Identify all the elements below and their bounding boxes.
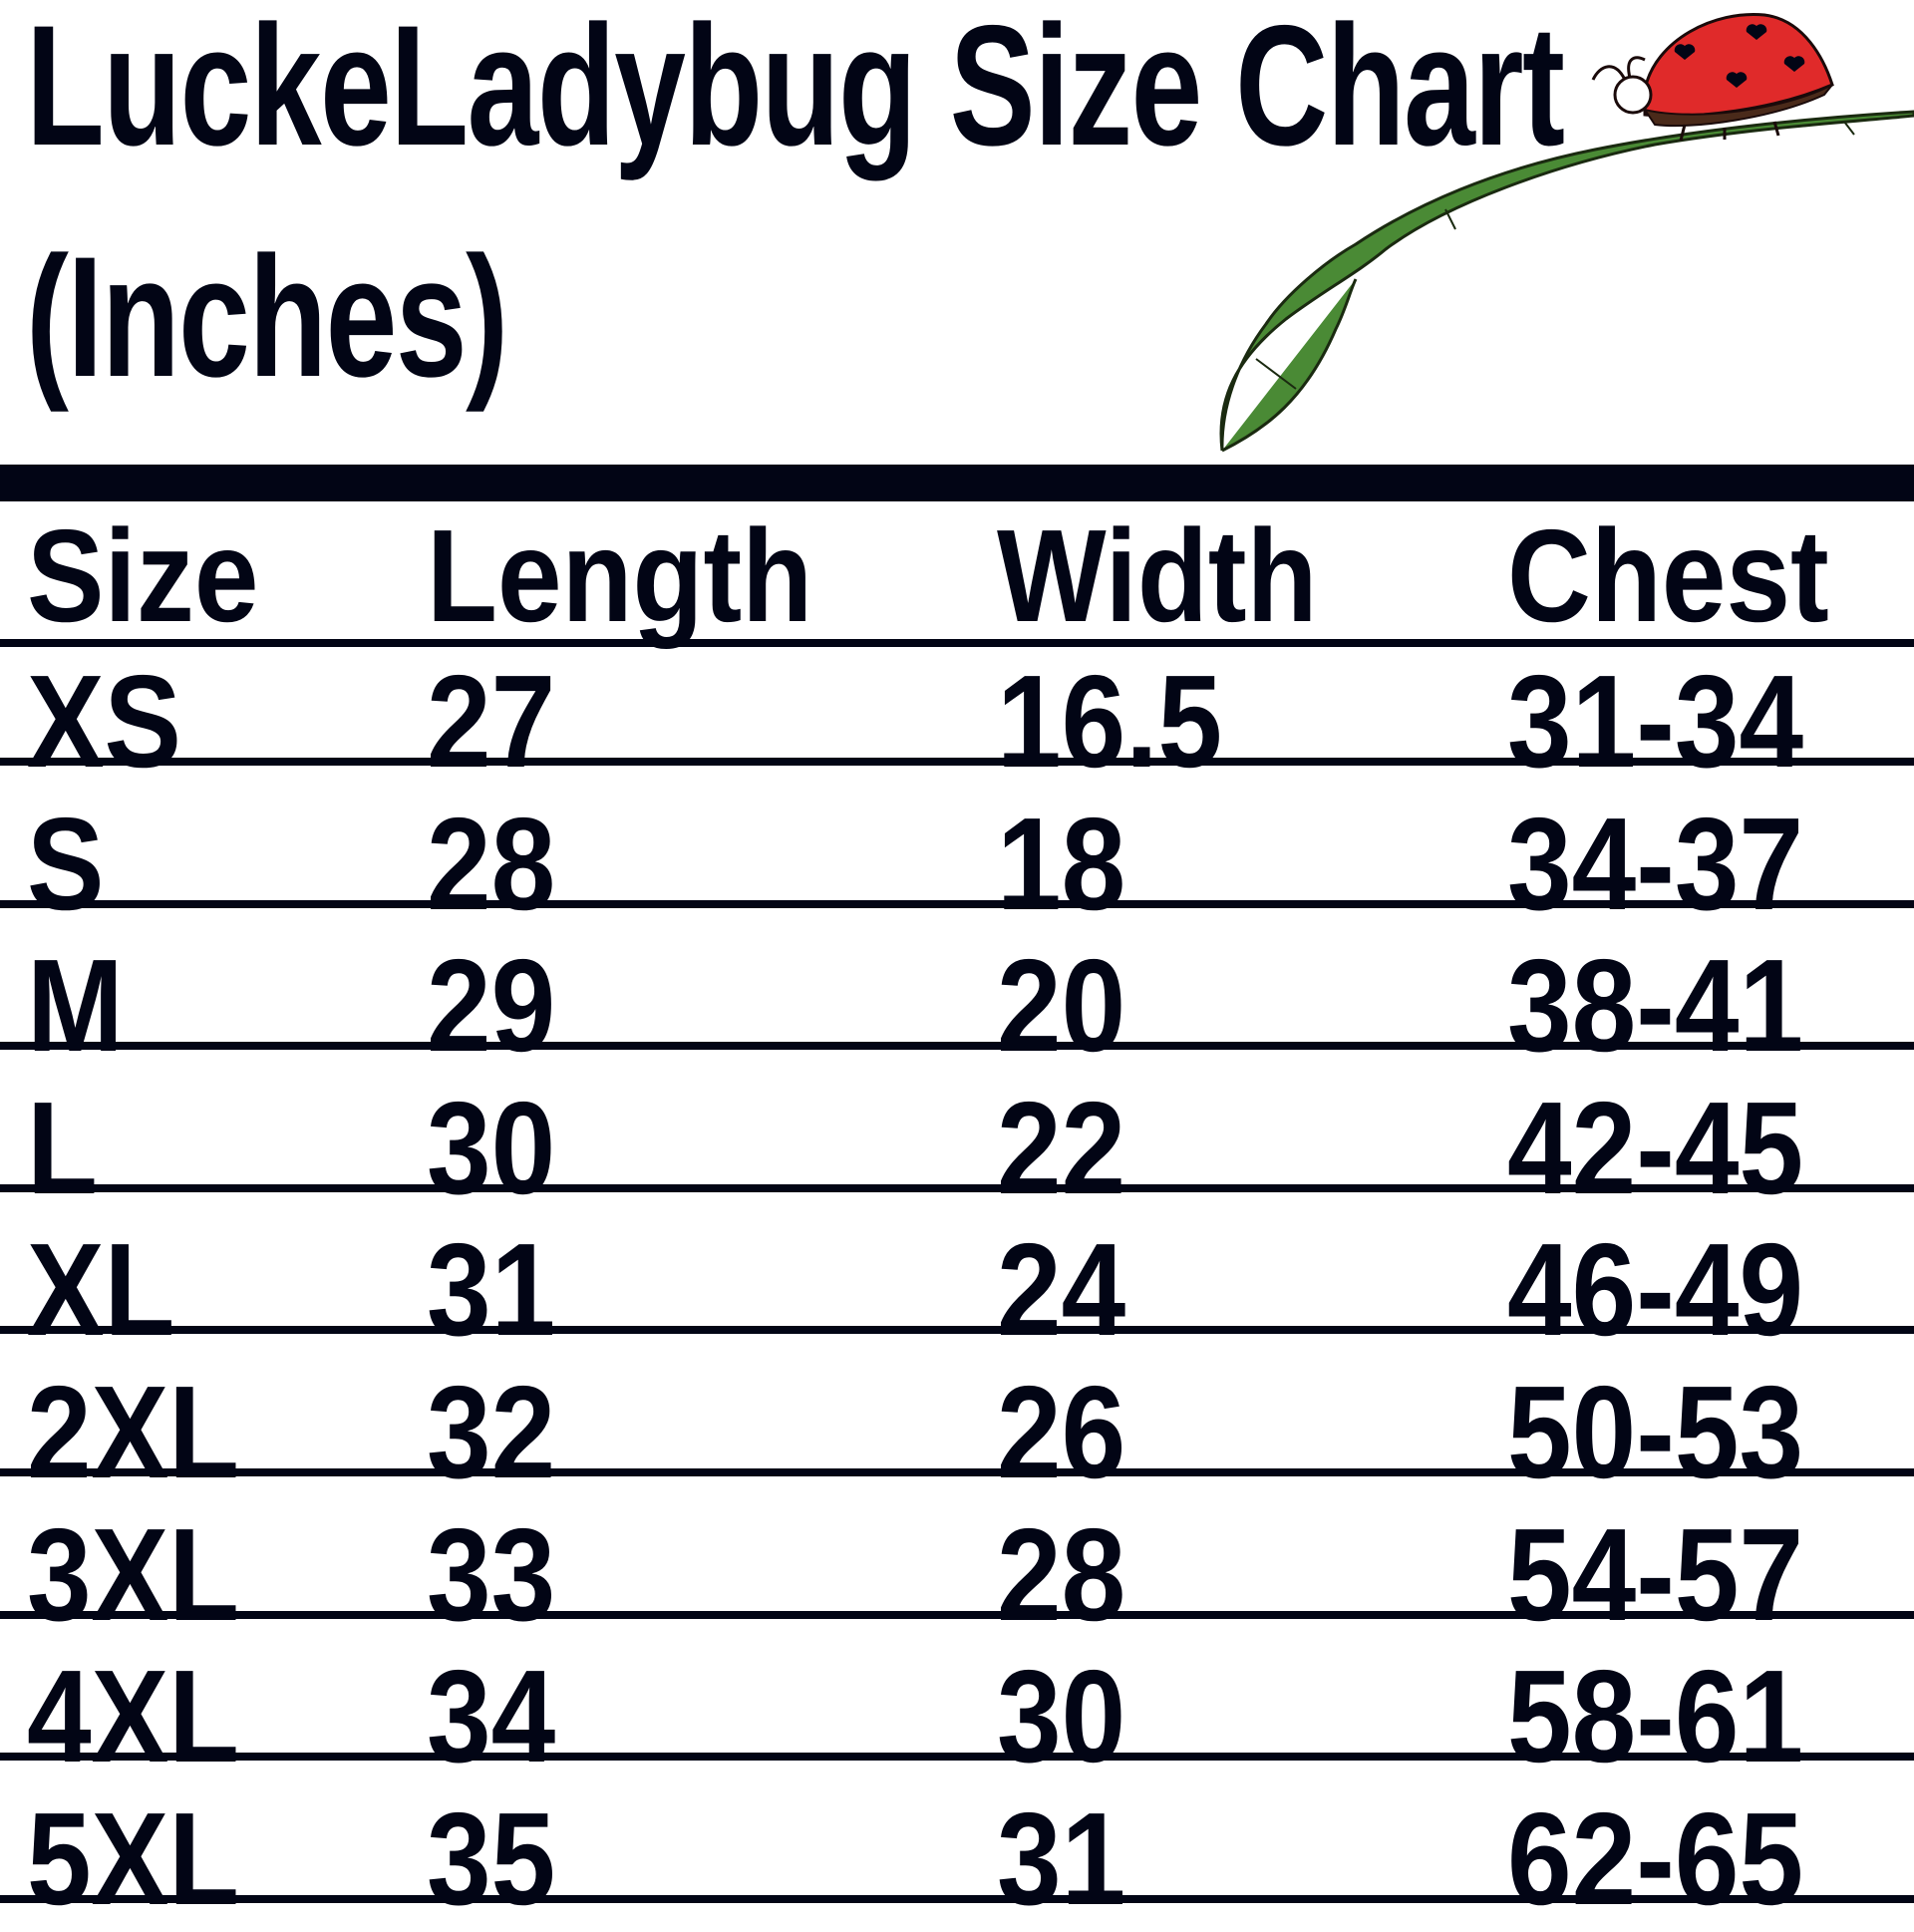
cell-chest: 31-34 bbox=[1507, 648, 1804, 795]
cell-chest: 38-41 bbox=[1507, 932, 1804, 1080]
cell-size: S bbox=[27, 790, 105, 937]
cell-width: 26 bbox=[997, 1359, 1126, 1505]
cell-length: 32 bbox=[427, 1359, 556, 1505]
cell-length: 34 bbox=[427, 1643, 556, 1790]
row-divider bbox=[0, 1183, 1914, 1192]
cell-chest: 54-57 bbox=[1507, 1500, 1804, 1648]
cell-length: 27 bbox=[427, 648, 556, 795]
page-subtitle-units: (Inches) bbox=[26, 221, 508, 413]
header-divider bbox=[0, 465, 1914, 501]
row-divider bbox=[0, 1610, 1914, 1619]
cell-length: 35 bbox=[427, 1784, 556, 1932]
cell-length: 29 bbox=[427, 932, 556, 1080]
cell-size: 3XL bbox=[27, 1500, 240, 1648]
row-divider bbox=[0, 1753, 1914, 1762]
cell-size: XL bbox=[27, 1216, 175, 1364]
cell-length: 28 bbox=[427, 790, 556, 937]
cell-size: XS bbox=[27, 648, 181, 795]
cell-size: M bbox=[27, 932, 124, 1080]
cell-width: 30 bbox=[997, 1643, 1126, 1790]
cell-chest: 58-61 bbox=[1507, 1643, 1804, 1790]
cell-chest: 34-37 bbox=[1507, 790, 1804, 937]
cell-size: 2XL bbox=[27, 1359, 240, 1505]
cell-length: 30 bbox=[427, 1074, 556, 1221]
row-divider bbox=[0, 758, 1914, 766]
column-header-width: Width bbox=[997, 502, 1318, 649]
cell-length: 31 bbox=[427, 1216, 556, 1364]
cell-width: 24 bbox=[997, 1216, 1126, 1364]
cell-chest: 46-49 bbox=[1507, 1216, 1804, 1364]
cell-width: 16.5 bbox=[997, 648, 1223, 795]
row-divider bbox=[0, 899, 1914, 908]
cell-length: 33 bbox=[427, 1500, 556, 1648]
cell-size: L bbox=[27, 1074, 98, 1221]
cell-chest: 62-65 bbox=[1507, 1784, 1804, 1932]
cell-chest: 42-45 bbox=[1507, 1074, 1804, 1221]
row-divider bbox=[0, 1894, 1914, 1903]
ladybug-on-leaf-illustration bbox=[1219, 12, 1914, 453]
cell-width: 31 bbox=[997, 1784, 1126, 1932]
cell-width: 18 bbox=[997, 790, 1126, 937]
cell-width: 20 bbox=[997, 932, 1126, 1080]
header-row-divider bbox=[0, 639, 1914, 647]
cell-width: 22 bbox=[997, 1074, 1126, 1221]
column-header-size: Size bbox=[27, 502, 259, 649]
row-divider bbox=[0, 1042, 1914, 1051]
column-header-length: Length bbox=[427, 502, 813, 649]
row-divider bbox=[0, 1326, 1914, 1335]
cell-size: 5XL bbox=[27, 1784, 240, 1932]
cell-width: 28 bbox=[997, 1500, 1126, 1648]
ladybug-icon bbox=[1591, 12, 1834, 142]
row-divider bbox=[0, 1468, 1914, 1476]
cell-size: 4XL bbox=[27, 1643, 240, 1790]
page-title: LuckeLadybug Size Chart bbox=[26, 0, 1565, 181]
cell-chest: 50-53 bbox=[1507, 1359, 1804, 1505]
leaf-icon bbox=[1219, 110, 1914, 452]
column-header-chest: Chest bbox=[1507, 502, 1829, 649]
